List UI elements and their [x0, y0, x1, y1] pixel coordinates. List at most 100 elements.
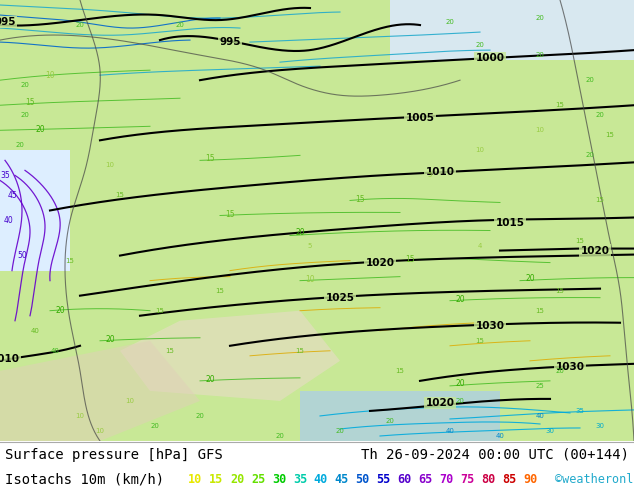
- Text: 15: 15: [555, 102, 564, 108]
- Text: 20: 20: [176, 22, 184, 28]
- Text: 15: 15: [605, 132, 614, 138]
- Text: 20: 20: [55, 306, 65, 315]
- Text: 995: 995: [0, 17, 16, 27]
- Text: 20: 20: [276, 433, 285, 439]
- Text: 40: 40: [3, 216, 13, 225]
- Text: 20: 20: [20, 82, 29, 88]
- Text: 45: 45: [7, 191, 17, 200]
- Text: 15: 15: [576, 238, 585, 244]
- Text: 50: 50: [17, 251, 27, 260]
- Text: 20: 20: [75, 22, 84, 28]
- Text: 20: 20: [230, 473, 244, 486]
- Text: 1015: 1015: [496, 218, 524, 227]
- Text: 15: 15: [295, 348, 304, 354]
- Text: 15: 15: [396, 368, 404, 374]
- Text: 1005: 1005: [406, 113, 434, 123]
- Text: 10: 10: [75, 413, 84, 419]
- Text: 20: 20: [455, 295, 465, 304]
- Text: 15: 15: [225, 210, 235, 219]
- Text: 20: 20: [456, 398, 465, 404]
- Text: 15: 15: [405, 255, 415, 264]
- Text: 10: 10: [45, 71, 55, 80]
- Text: 15: 15: [595, 197, 604, 203]
- Text: 25: 25: [536, 383, 545, 389]
- Text: 80: 80: [481, 473, 495, 486]
- Text: 15: 15: [115, 193, 124, 198]
- Text: 20: 20: [16, 142, 25, 148]
- Text: 15: 15: [476, 338, 484, 344]
- Text: 15: 15: [355, 195, 365, 204]
- Text: 10: 10: [536, 127, 545, 133]
- Text: 35: 35: [0, 171, 10, 180]
- Text: 15: 15: [155, 308, 164, 314]
- Text: ©weatheronline.co.uk: ©weatheronline.co.uk: [555, 473, 634, 486]
- Text: 40: 40: [51, 348, 60, 354]
- Text: 85: 85: [502, 473, 516, 486]
- Text: 20: 20: [385, 418, 394, 424]
- Text: 45: 45: [335, 473, 349, 486]
- Text: 40: 40: [496, 433, 505, 439]
- Text: 15: 15: [205, 154, 215, 163]
- Text: 35: 35: [576, 408, 585, 414]
- Text: 10: 10: [105, 162, 115, 169]
- Text: 1030: 1030: [555, 362, 585, 372]
- Text: 20: 20: [105, 335, 115, 344]
- Text: 995: 995: [219, 37, 241, 47]
- Polygon shape: [120, 311, 340, 401]
- Text: 4: 4: [478, 243, 482, 248]
- Text: 20: 20: [595, 112, 604, 118]
- Text: 30: 30: [545, 428, 555, 434]
- Text: 15: 15: [209, 473, 223, 486]
- Text: 1010: 1010: [0, 354, 20, 364]
- Text: 1010: 1010: [425, 168, 455, 177]
- Text: 1020: 1020: [425, 398, 455, 408]
- Text: 15: 15: [216, 288, 224, 294]
- Text: 10: 10: [126, 398, 134, 404]
- Text: 50: 50: [356, 473, 370, 486]
- Text: 90: 90: [523, 473, 537, 486]
- Text: 10: 10: [305, 275, 315, 284]
- Text: Surface pressure [hPa] GFS: Surface pressure [hPa] GFS: [5, 448, 223, 462]
- Text: 10: 10: [476, 147, 484, 153]
- Polygon shape: [0, 341, 200, 441]
- Text: 20: 20: [20, 112, 29, 118]
- Text: 30: 30: [595, 423, 604, 429]
- Text: 60: 60: [398, 473, 411, 486]
- Text: 15: 15: [536, 308, 545, 314]
- Text: 30: 30: [272, 473, 286, 486]
- Text: 20: 20: [295, 228, 305, 237]
- Text: 5: 5: [308, 243, 312, 248]
- Text: 70: 70: [439, 473, 453, 486]
- Text: 40: 40: [314, 473, 328, 486]
- Text: 65: 65: [418, 473, 432, 486]
- Text: 20: 20: [205, 375, 215, 384]
- Text: 75: 75: [460, 473, 474, 486]
- Text: 55: 55: [377, 473, 391, 486]
- Text: 20: 20: [476, 42, 484, 48]
- Text: 20: 20: [586, 77, 595, 83]
- Text: Th 26-09-2024 00:00 UTC (00+144): Th 26-09-2024 00:00 UTC (00+144): [361, 448, 629, 462]
- Text: 15: 15: [555, 288, 564, 294]
- Text: 20: 20: [536, 15, 545, 21]
- FancyBboxPatch shape: [300, 391, 500, 441]
- Text: 1020: 1020: [365, 258, 394, 268]
- Text: 1030: 1030: [476, 321, 505, 331]
- Text: 15: 15: [65, 258, 74, 264]
- Text: 1025: 1025: [325, 293, 354, 303]
- FancyBboxPatch shape: [390, 0, 634, 60]
- Text: Isotachs 10m (km/h): Isotachs 10m (km/h): [5, 472, 164, 486]
- Text: 40: 40: [446, 428, 455, 434]
- Text: 20: 20: [335, 428, 344, 434]
- Text: 20: 20: [586, 152, 595, 158]
- Text: 20: 20: [536, 52, 545, 58]
- Text: 5: 5: [428, 172, 432, 178]
- Text: 20: 20: [150, 423, 159, 429]
- Text: 1000: 1000: [476, 53, 505, 63]
- Text: 15: 15: [165, 348, 174, 354]
- Text: 1020: 1020: [581, 245, 609, 256]
- Text: 20: 20: [36, 125, 45, 134]
- Text: 25: 25: [251, 473, 265, 486]
- Text: 20: 20: [525, 274, 535, 283]
- Text: 15: 15: [25, 98, 35, 107]
- FancyBboxPatch shape: [0, 150, 70, 270]
